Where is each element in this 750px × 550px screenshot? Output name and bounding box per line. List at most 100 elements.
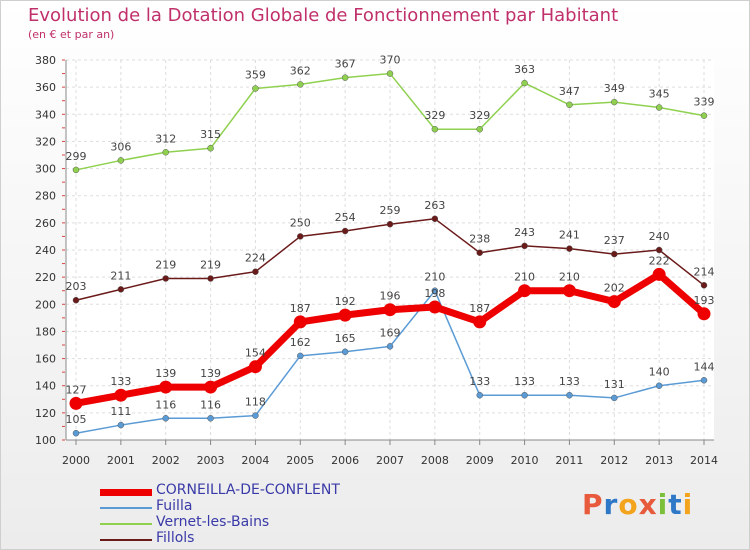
legend-label: Fillols xyxy=(156,530,195,546)
data-point xyxy=(655,382,663,389)
data-point xyxy=(476,125,483,133)
data-point xyxy=(518,284,532,298)
data-label: 210 xyxy=(424,271,445,284)
data-point xyxy=(248,360,262,374)
data-point xyxy=(72,296,80,304)
data-point xyxy=(207,415,214,422)
data-point xyxy=(386,70,394,77)
data-point xyxy=(72,429,80,437)
data-label: 187 xyxy=(469,302,490,315)
data-label: 254 xyxy=(335,211,356,224)
y-tick-label: 360 xyxy=(35,81,56,94)
x-tick-label: 2002 xyxy=(152,454,180,467)
data-point xyxy=(383,303,397,317)
data-point xyxy=(428,300,442,314)
data-point xyxy=(341,74,349,81)
x-tick-label: 2005 xyxy=(286,454,314,467)
data-label: 214 xyxy=(694,265,715,278)
x-tick-label: 2014 xyxy=(690,454,718,467)
data-label: 367 xyxy=(335,58,356,71)
data-label: 133 xyxy=(110,375,131,388)
data-point xyxy=(297,233,304,240)
legend-item: CORNEILLA-DE-CONFLENT xyxy=(100,482,420,499)
data-label: 133 xyxy=(559,375,580,388)
legend-label: Vernet-les-Bains xyxy=(156,514,270,530)
data-label: 363 xyxy=(514,63,535,76)
data-label: 116 xyxy=(200,398,221,411)
legend-swatch xyxy=(100,539,152,541)
data-point xyxy=(521,391,528,399)
y-tick-label: 300 xyxy=(35,163,56,176)
data-label: 259 xyxy=(380,204,401,217)
x-tick-label: 2012 xyxy=(600,454,628,467)
y-tick-label: 260 xyxy=(35,217,56,230)
data-point xyxy=(697,307,711,321)
data-point xyxy=(521,242,528,250)
data-label: 169 xyxy=(380,326,401,339)
data-point xyxy=(341,348,349,356)
data-point xyxy=(162,149,169,156)
data-point xyxy=(700,377,708,384)
y-tick-label: 120 xyxy=(35,407,56,420)
series-corneilla-de-conflent: 127 133 139 139 154 187 192 196 198 187 210 210 202 2… xyxy=(66,254,715,410)
data-point xyxy=(431,215,439,223)
y-tick-label: 220 xyxy=(35,271,56,284)
legend-label: Fuilla xyxy=(156,498,193,514)
data-label: 224 xyxy=(245,252,266,265)
data-label: 237 xyxy=(604,234,625,247)
data-label: 329 xyxy=(469,109,490,122)
data-label: 359 xyxy=(245,69,266,82)
x-tick-label: 2003 xyxy=(197,454,225,467)
data-label: 211 xyxy=(110,269,131,282)
x-tick-label: 2008 xyxy=(421,454,449,467)
data-label: 315 xyxy=(200,128,221,141)
data-label: 250 xyxy=(290,216,311,229)
data-label: 219 xyxy=(200,259,221,272)
y-tick-label: 320 xyxy=(35,135,56,148)
data-point xyxy=(611,394,618,402)
data-label: 299 xyxy=(66,150,87,163)
data-label: 187 xyxy=(290,302,311,315)
data-label: 349 xyxy=(604,82,625,95)
data-point xyxy=(476,391,483,399)
x-tick-label: 2013 xyxy=(645,454,673,467)
data-point xyxy=(207,275,214,282)
data-label: 139 xyxy=(155,367,176,380)
data-label: 144 xyxy=(694,360,715,373)
series-fillols: 203 211 219 219 224 250 254 259 263 238 243 241 237 2… xyxy=(66,199,715,304)
legend-label: CORNEILLA-DE-CONFLENT xyxy=(156,482,340,498)
y-tick-label: 280 xyxy=(35,190,56,203)
chart-title: Evolution de la Dotation Globale de Fonc… xyxy=(28,5,619,26)
data-label: 202 xyxy=(604,282,625,295)
data-point xyxy=(611,250,618,258)
data-point xyxy=(162,415,169,422)
data-point xyxy=(204,380,218,394)
proxiti-logo: Proxiti xyxy=(582,488,694,521)
data-label: 154 xyxy=(245,347,266,360)
data-point xyxy=(117,157,125,164)
data-label: 116 xyxy=(155,398,176,411)
data-point xyxy=(566,245,573,252)
data-point xyxy=(386,343,394,350)
data-label: 133 xyxy=(469,375,490,388)
data-point xyxy=(69,396,83,410)
data-point xyxy=(252,268,259,275)
legend-item: Fillols xyxy=(100,530,420,547)
data-label: 105 xyxy=(66,413,87,426)
data-label: 196 xyxy=(380,290,401,303)
data-label: 362 xyxy=(290,64,311,77)
data-point xyxy=(476,249,483,256)
data-label: 131 xyxy=(604,378,625,391)
data-label: 263 xyxy=(424,199,445,212)
data-point xyxy=(566,391,573,399)
data-label: 165 xyxy=(335,332,356,345)
data-label: 222 xyxy=(649,254,670,267)
data-label: 240 xyxy=(649,230,670,243)
data-point xyxy=(297,81,304,88)
data-point xyxy=(566,101,573,109)
data-point xyxy=(700,112,708,119)
legend-swatch xyxy=(100,488,152,496)
x-tick-label: 2001 xyxy=(107,454,135,467)
data-point xyxy=(521,79,528,87)
